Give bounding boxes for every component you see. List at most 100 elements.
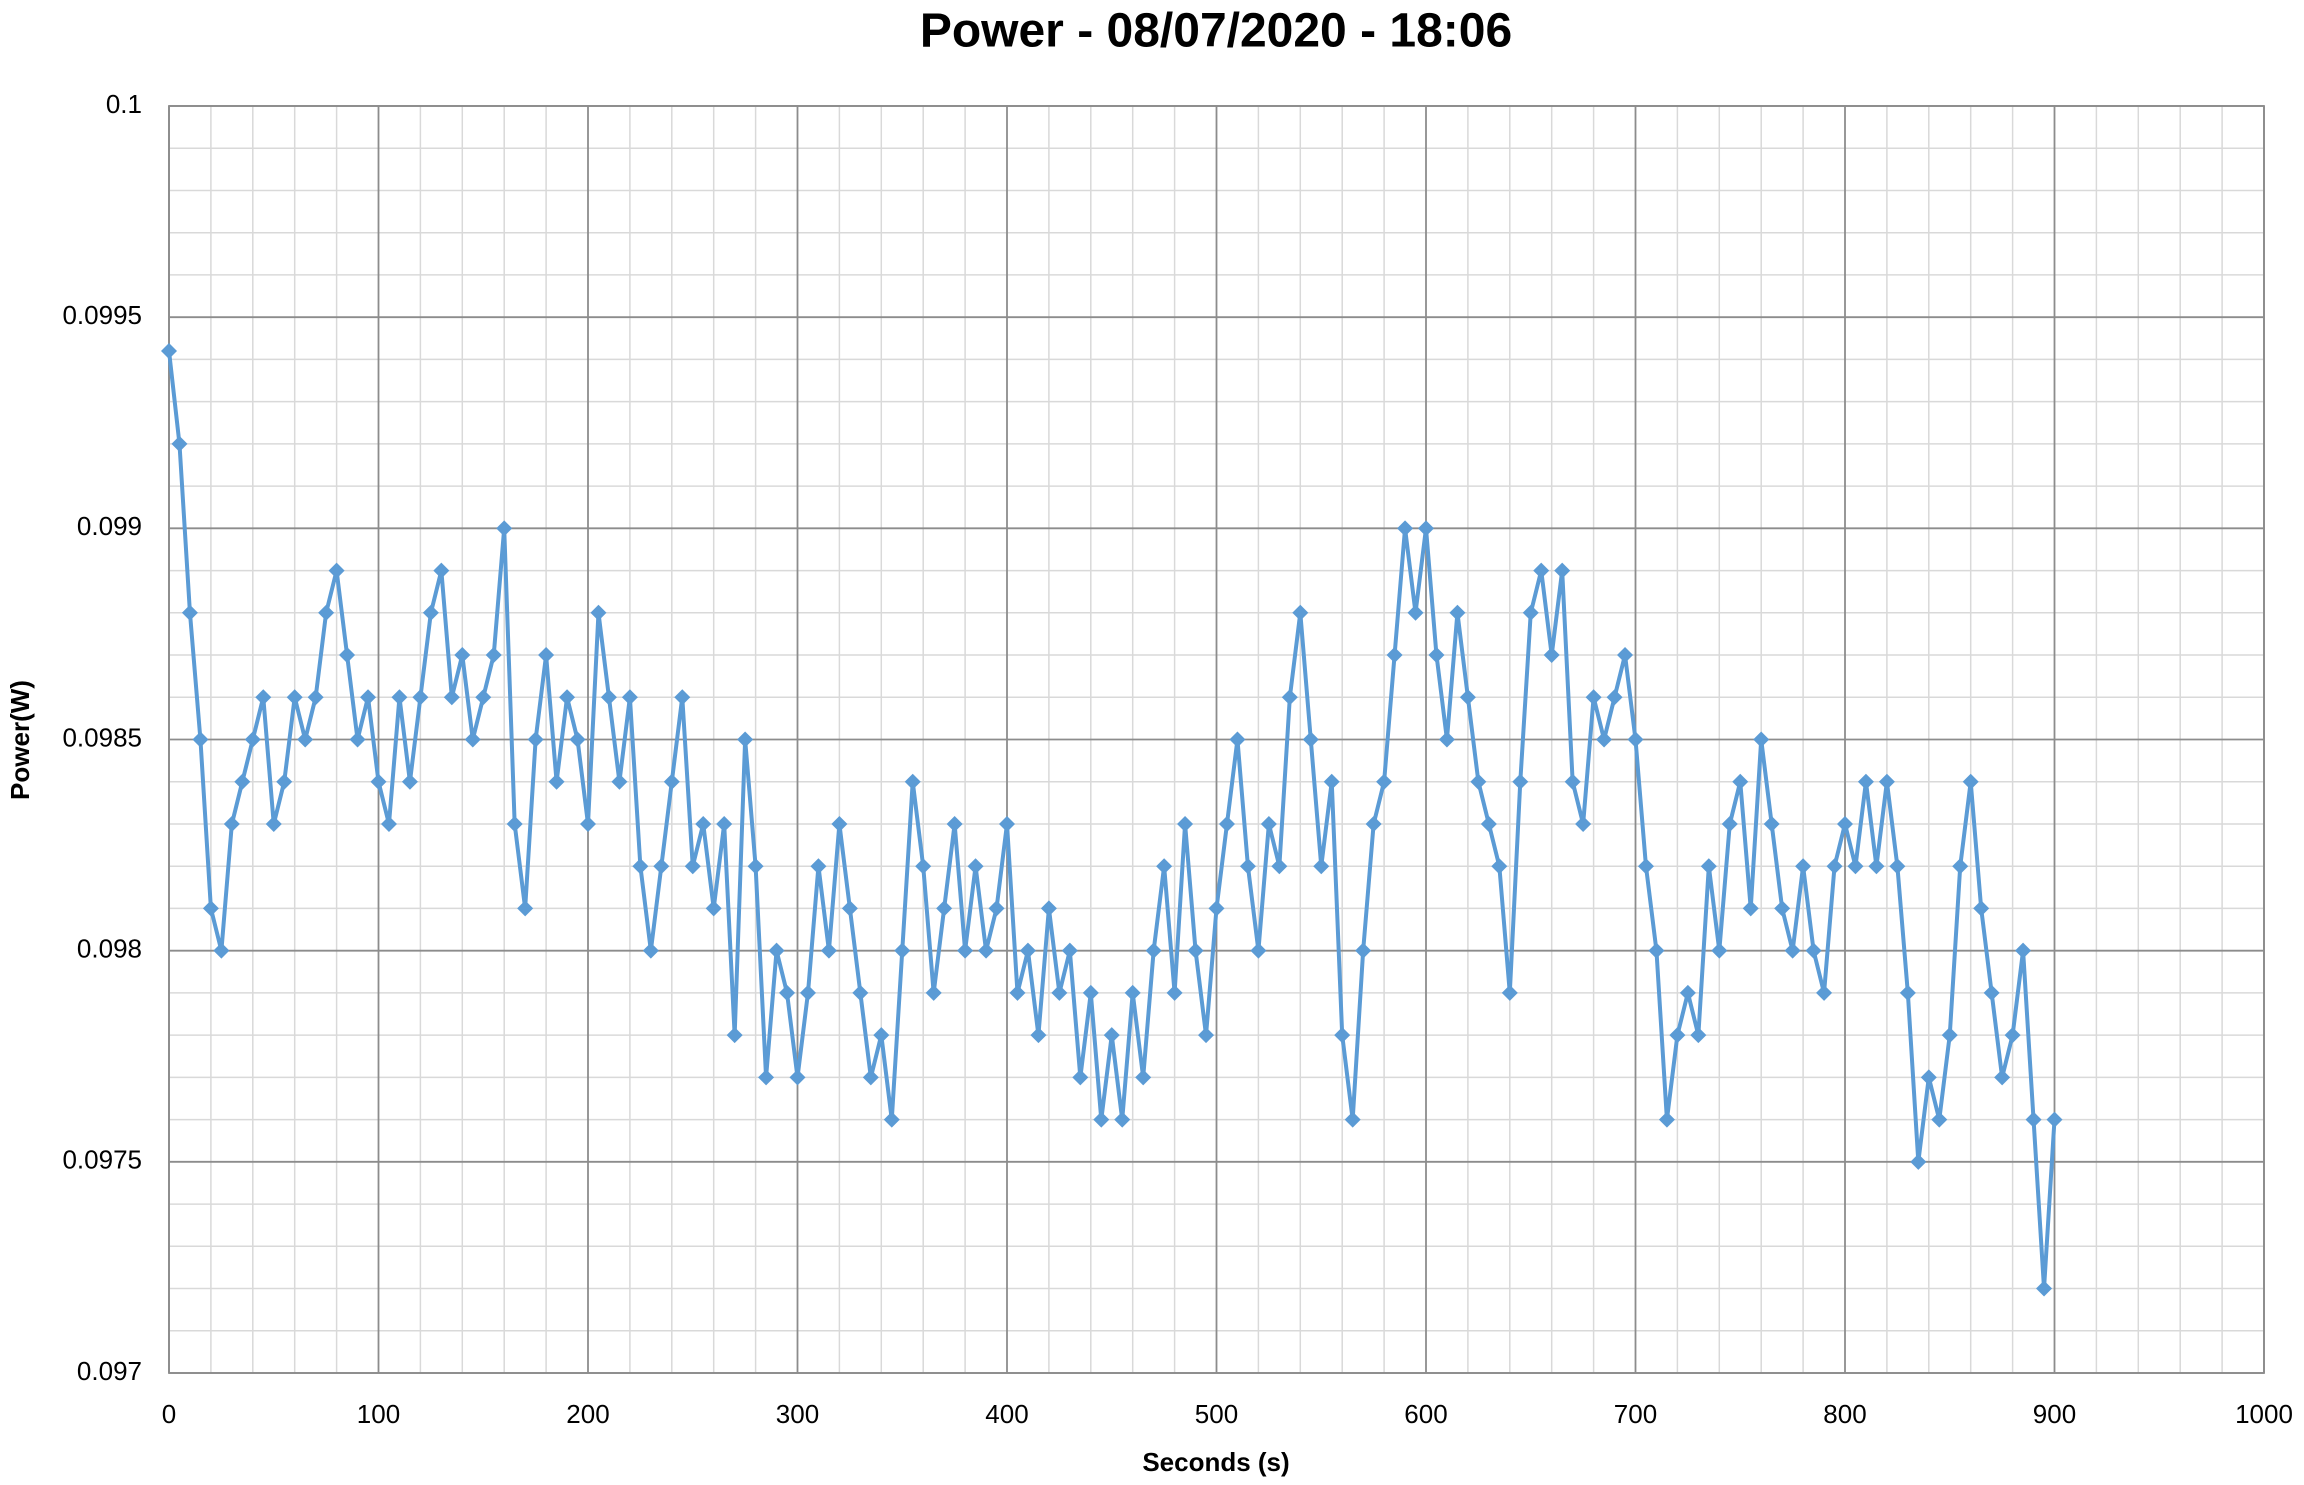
data-point [978, 942, 995, 959]
data-point [401, 773, 418, 790]
data-point [946, 815, 963, 832]
data-point [1344, 1111, 1361, 1128]
data-point [1941, 1027, 1958, 1044]
data-point [1784, 942, 1801, 959]
data-point [1994, 1069, 2011, 1086]
data-point [747, 858, 764, 875]
data-point [957, 942, 974, 959]
data-point [1281, 689, 1298, 706]
data-point [527, 731, 544, 748]
data-point [380, 815, 397, 832]
data-point [223, 815, 240, 832]
data-point [265, 815, 282, 832]
data-point [1721, 815, 1738, 832]
data-point [936, 900, 953, 917]
data-point [862, 1069, 879, 1086]
data-point [328, 562, 345, 579]
data-point [360, 689, 377, 706]
data-point [1114, 1111, 1131, 1128]
data-point [1795, 858, 1812, 875]
data-point [820, 942, 837, 959]
data-point [1826, 858, 1843, 875]
data-point [234, 773, 251, 790]
x-tick-label: 300 [776, 1399, 819, 1429]
data-point [1763, 815, 1780, 832]
data-point [1428, 647, 1445, 664]
y-tick-label: 0.0995 [62, 300, 142, 330]
data-point [1313, 858, 1330, 875]
data-point [925, 984, 942, 1001]
data-point [1816, 984, 1833, 1001]
data-point [705, 900, 722, 917]
data-point [915, 858, 932, 875]
data-point [255, 689, 272, 706]
data-point [999, 815, 1015, 832]
data-point [1627, 731, 1644, 748]
data-point [1418, 520, 1434, 537]
data-point [454, 647, 471, 664]
data-point [1093, 1111, 1110, 1128]
data-point [2004, 1027, 2021, 1044]
data-point [600, 689, 617, 706]
data-point [653, 858, 670, 875]
data-point [852, 984, 869, 1001]
data-point [810, 858, 827, 875]
data-point [485, 647, 502, 664]
data-point [244, 731, 261, 748]
data-point [1072, 1069, 1089, 1086]
data-point [1617, 647, 1634, 664]
data-point [1407, 604, 1424, 621]
data-point [1271, 858, 1288, 875]
data-point [1187, 942, 1204, 959]
data-point [621, 689, 638, 706]
x-tick-label: 900 [2033, 1399, 2076, 1429]
data-point [1229, 731, 1246, 748]
data-point [569, 731, 586, 748]
data-point [1135, 1069, 1152, 1086]
y-tick-label: 0.098 [77, 934, 142, 964]
data-point [1019, 942, 1036, 959]
y-axis-label: Power(W) [5, 680, 35, 800]
y-tick-label: 0.1 [106, 89, 142, 119]
data-point [1239, 858, 1256, 875]
data-point [1962, 773, 1979, 790]
data-point [883, 1111, 900, 1128]
data-point [1302, 731, 1319, 748]
chart-title: Power - 08/07/2020 - 18:06 [920, 5, 1512, 58]
x-tick-label: 800 [1823, 1399, 1866, 1429]
data-point [873, 1027, 890, 1044]
data-point [1491, 858, 1508, 875]
data-point [1376, 773, 1393, 790]
data-point [559, 689, 576, 706]
data-point [758, 1069, 775, 1086]
data-point [1837, 815, 1853, 832]
data-point [580, 815, 596, 832]
data-point [370, 773, 387, 790]
data-point [161, 342, 177, 359]
data-point [412, 689, 429, 706]
data-point [443, 689, 460, 706]
data-point [422, 604, 439, 621]
data-point [1051, 984, 1068, 1001]
data-point [1742, 900, 1759, 917]
data-point [1124, 984, 1141, 1001]
data-point [904, 773, 921, 790]
data-point [611, 773, 628, 790]
data-point [464, 731, 481, 748]
data-point [1355, 942, 1372, 959]
data-point [1889, 858, 1906, 875]
data-point [1805, 942, 1822, 959]
data-point [2025, 1111, 2042, 1128]
data-point [1878, 773, 1895, 790]
data-point [1198, 1027, 1215, 1044]
data-point [716, 815, 733, 832]
data-point [1459, 689, 1476, 706]
data-point [1658, 1111, 1675, 1128]
data-point [506, 815, 523, 832]
data-point [1899, 984, 1916, 1001]
data-point [433, 562, 450, 579]
data-point [1397, 520, 1414, 537]
data-point [1208, 900, 1225, 917]
data-point [1082, 984, 1099, 1001]
